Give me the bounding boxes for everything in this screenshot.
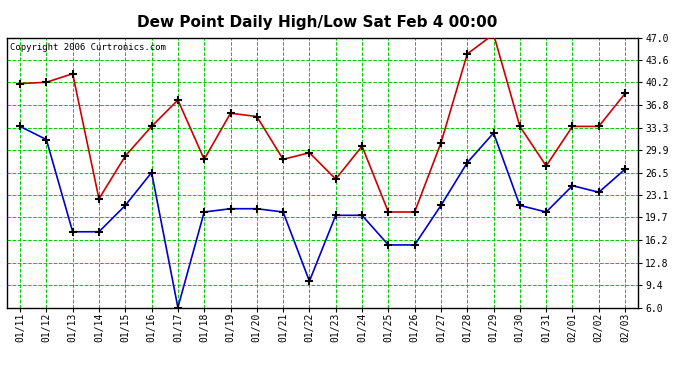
Text: Copyright 2006 Curtronics.com: Copyright 2006 Curtronics.com	[10, 43, 166, 52]
Text: Dew Point Daily High/Low Sat Feb 4 00:00: Dew Point Daily High/Low Sat Feb 4 00:00	[137, 15, 497, 30]
